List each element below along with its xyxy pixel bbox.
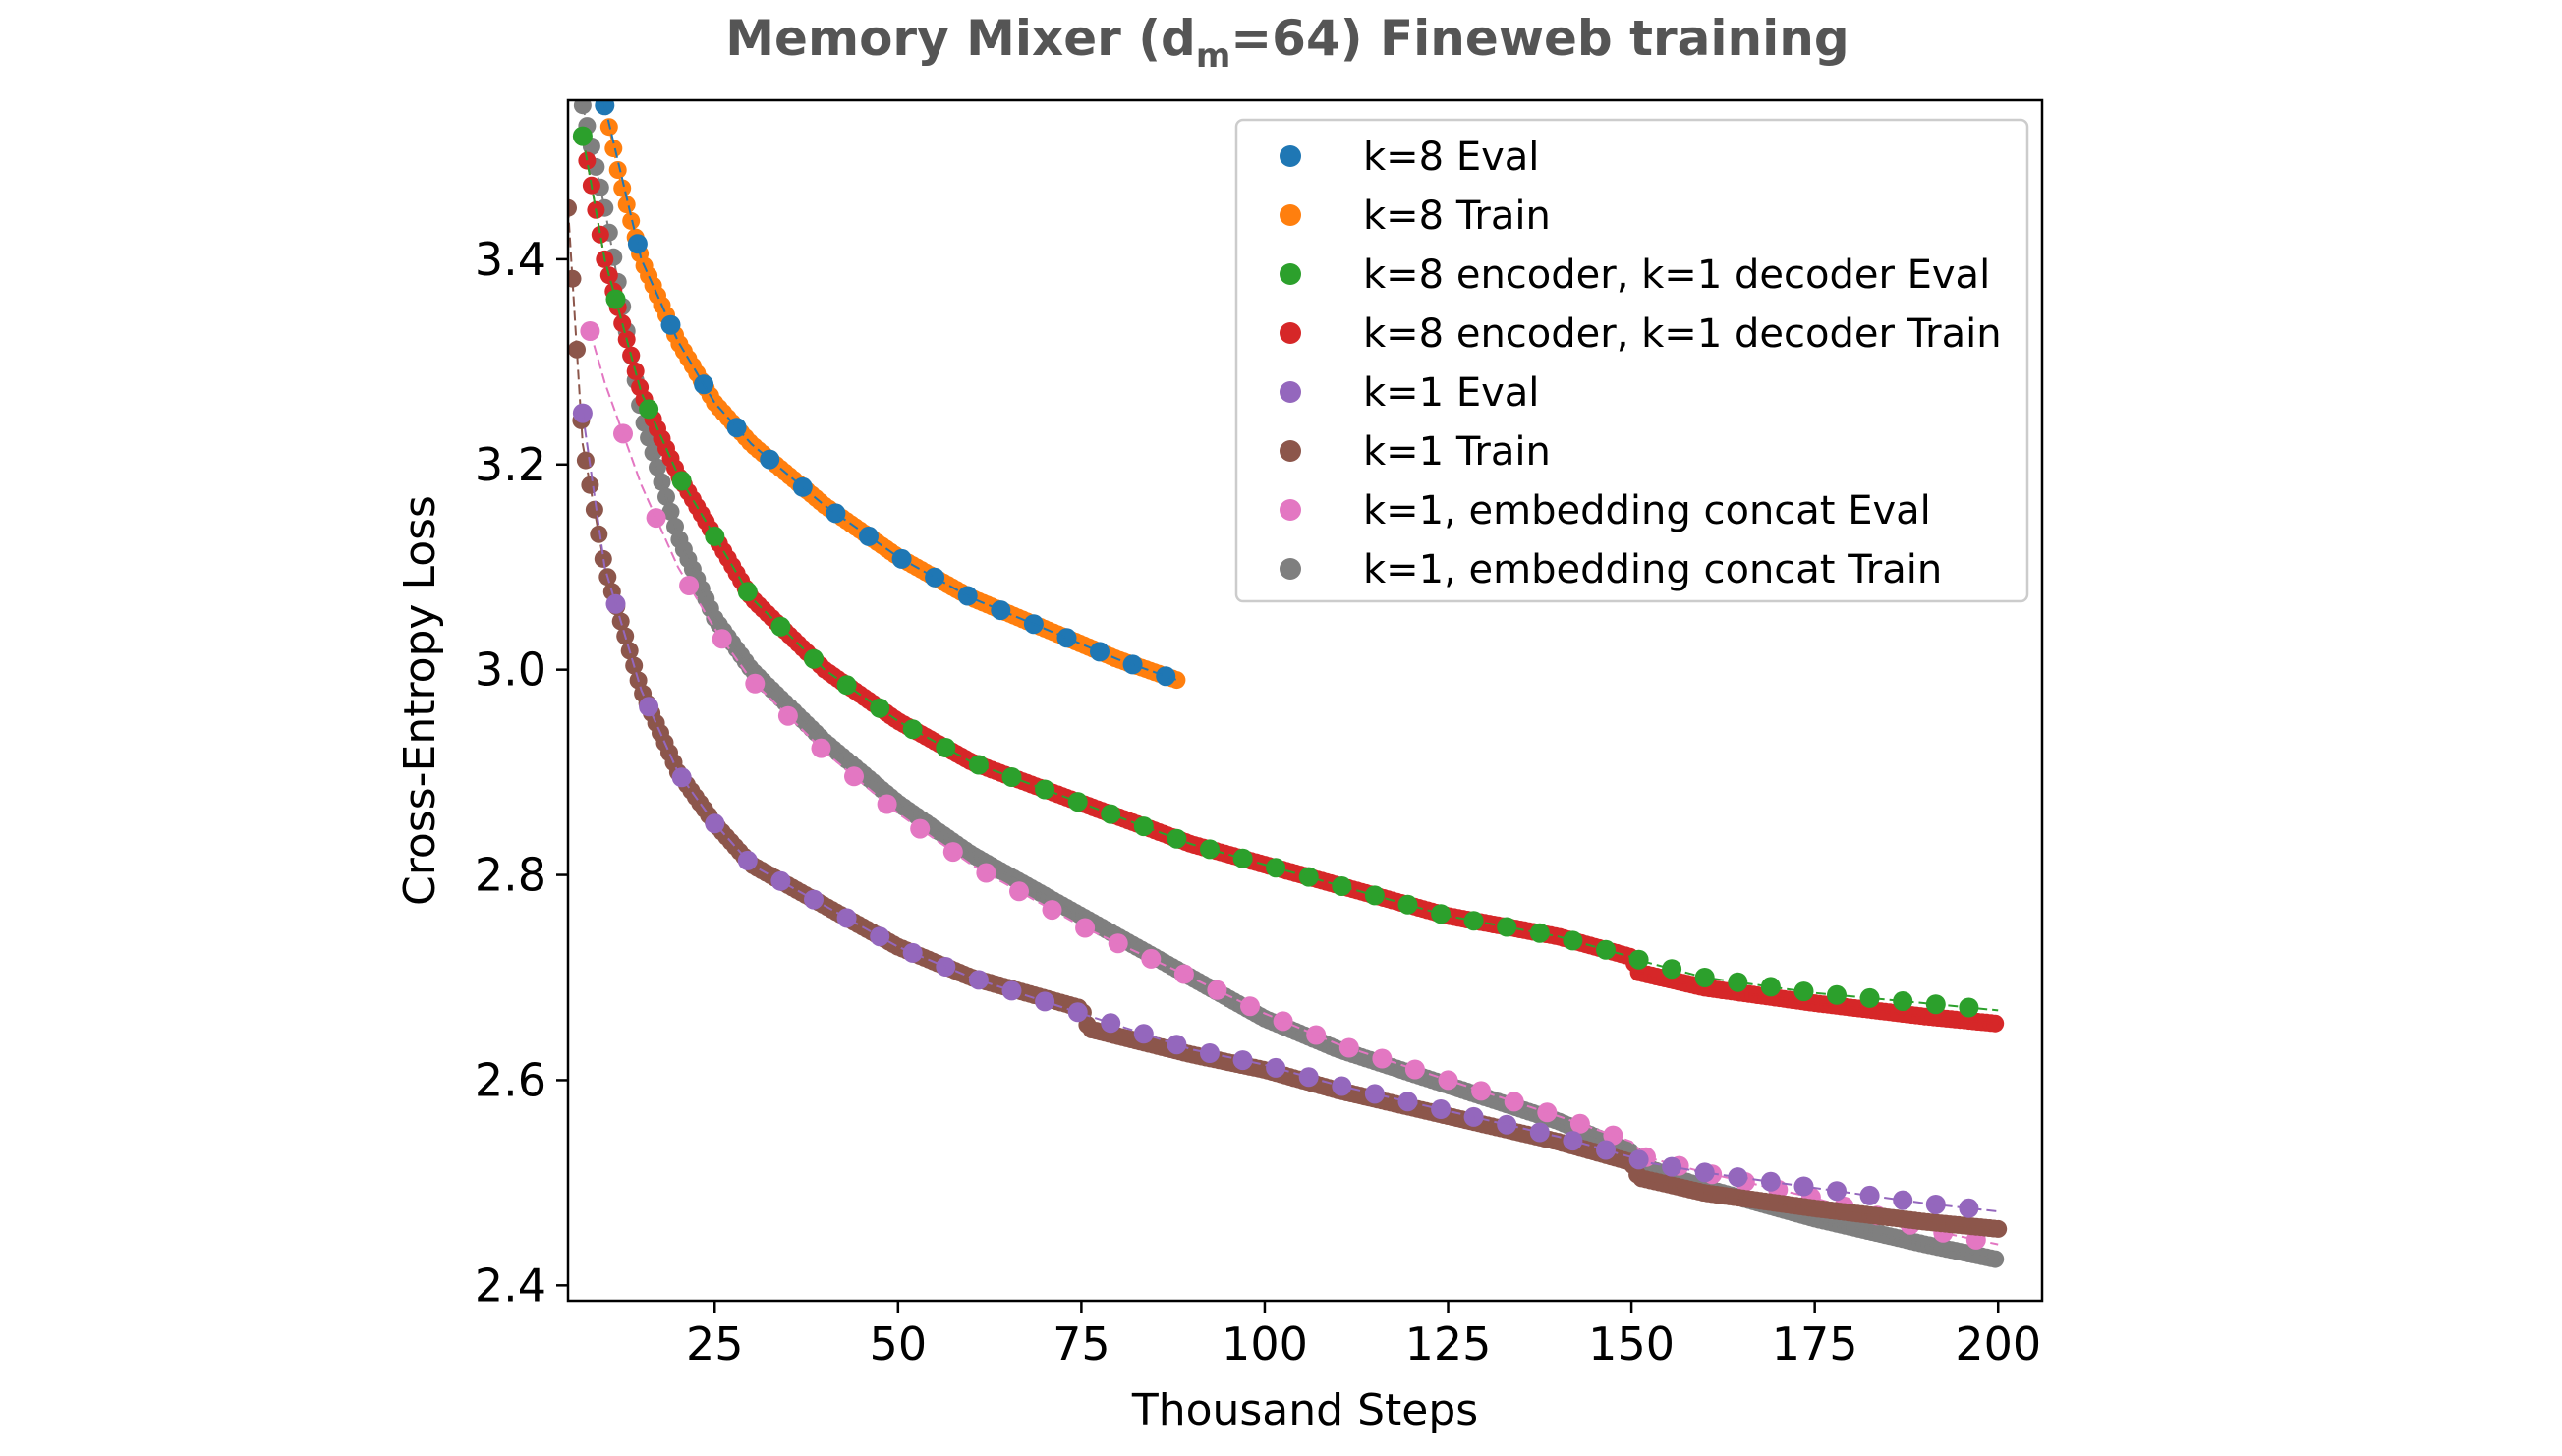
y-tick-label: 3.2 (475, 438, 546, 491)
legend-marker (1280, 322, 1301, 344)
legend-marker (1280, 558, 1301, 580)
legend-marker (1280, 204, 1301, 226)
x-axis: 25 50 75 100 125 150 175 200 (686, 1301, 2041, 1371)
data-point (902, 942, 923, 963)
chart-title: Memory Mixer (dm=64) Fineweb training (725, 10, 1849, 76)
data-point (591, 225, 609, 244)
x-tick-label: 100 (1222, 1317, 1308, 1371)
plot-area (566, 98, 2044, 1303)
chart-title-prefix: Memory Mixer (d (725, 10, 1196, 67)
legend-label: k=1, embedding concat Eval (1363, 488, 1931, 533)
data-point (1364, 1084, 1385, 1104)
data-point (1694, 1162, 1715, 1183)
legend-label: k=8 encoder, k=1 decoder Train (1363, 311, 2002, 357)
data-point (1628, 949, 1649, 970)
data-point (1959, 1198, 1979, 1218)
data-point (613, 314, 632, 333)
data-point (1569, 1113, 1590, 1134)
data-point (1156, 666, 1176, 687)
y-tick-label: 2.4 (475, 1259, 546, 1312)
y-tick-label: 3.4 (475, 233, 546, 286)
x-tick-label: 125 (1405, 1317, 1492, 1371)
legend-frame (1234, 118, 2029, 603)
legend-marker (1280, 145, 1301, 167)
data-point (1035, 779, 1055, 800)
y-tick-label: 3.0 (475, 644, 546, 697)
data-point (604, 140, 623, 158)
data-point (1760, 977, 1781, 997)
legend-marker (1280, 263, 1301, 285)
plot-frame (566, 98, 2044, 1303)
legend-label: k=1 Train (1363, 429, 1551, 475)
chart-title-subscript: m (1196, 36, 1230, 76)
x-tick-label: 200 (1955, 1317, 2041, 1371)
data-point (968, 755, 989, 775)
data-point (594, 549, 612, 568)
data-point (613, 179, 632, 197)
data-point (1306, 1025, 1327, 1045)
data-point (902, 719, 923, 740)
x-tick-label: 175 (1772, 1317, 1858, 1371)
data-point (826, 503, 846, 524)
data-point (617, 196, 636, 214)
data-point (1986, 1014, 2005, 1033)
data-point (712, 629, 732, 649)
legend-label: k=8 Train (1363, 194, 1551, 239)
legend-label: k=8 Eval (1363, 135, 1539, 180)
data-point (581, 476, 599, 494)
y-tick-label: 2.6 (475, 1053, 546, 1106)
data-point (1133, 816, 1154, 837)
data-point (1827, 1181, 1847, 1202)
data-point (1056, 628, 1077, 648)
data-point (836, 908, 857, 928)
x-axis-label: Thousand Steps (1131, 1385, 1478, 1435)
data-point (968, 970, 989, 990)
x-tick-label: 50 (870, 1317, 928, 1371)
y-axis: 2.4 2.6 2.8 3.0 3.2 3.4 (475, 233, 568, 1312)
legend-label: k=1, embedding concat Train (1363, 547, 1942, 592)
series-line (581, 413, 1999, 1213)
data-point (991, 600, 1011, 621)
data-point (705, 526, 725, 546)
data-point (925, 567, 945, 588)
data-point (1431, 904, 1452, 924)
x-tick-label: 150 (1588, 1317, 1675, 1371)
data-point (568, 198, 577, 217)
data-point (1596, 1140, 1616, 1160)
chart-title-suffix: =64) Fineweb training (1230, 10, 1849, 67)
legend-marker (1280, 381, 1301, 403)
series-2 (572, 126, 1999, 1018)
data-point (1529, 923, 1550, 943)
series-4 (572, 403, 1999, 1218)
series-0 (595, 100, 1177, 687)
legend-label: k=8 encoder, k=1 decoder Eval (1363, 252, 1990, 298)
series-line (589, 330, 1999, 1246)
data-point (671, 767, 692, 788)
legend-marker (1280, 499, 1301, 521)
data-point (1728, 1167, 1748, 1188)
data-point (578, 151, 597, 170)
series-1 (596, 100, 1186, 690)
data-point (1397, 1092, 1418, 1112)
legend-label: k=1 Eval (1363, 370, 1539, 416)
y-tick-label: 2.8 (475, 849, 546, 902)
legend: k=8 Eval k=8 Train k=8 encoder, k=1 decode… (1234, 118, 2029, 603)
data-point (1167, 1035, 1187, 1055)
data-point (1471, 1081, 1492, 1101)
data-point (1497, 1114, 1517, 1135)
y-axis-label: Cross-Entropy Loss (395, 495, 445, 906)
series-line (581, 136, 1999, 1012)
data-point (1332, 876, 1352, 896)
legend-marker (1280, 440, 1301, 462)
x-tick-label: 25 (686, 1317, 744, 1371)
data-point (1266, 1057, 1286, 1078)
data-point (1067, 1002, 1088, 1023)
data-point (976, 863, 996, 883)
data-point (1232, 848, 1253, 868)
x-tick-label: 75 (1053, 1317, 1110, 1371)
data-point (1893, 991, 1913, 1011)
